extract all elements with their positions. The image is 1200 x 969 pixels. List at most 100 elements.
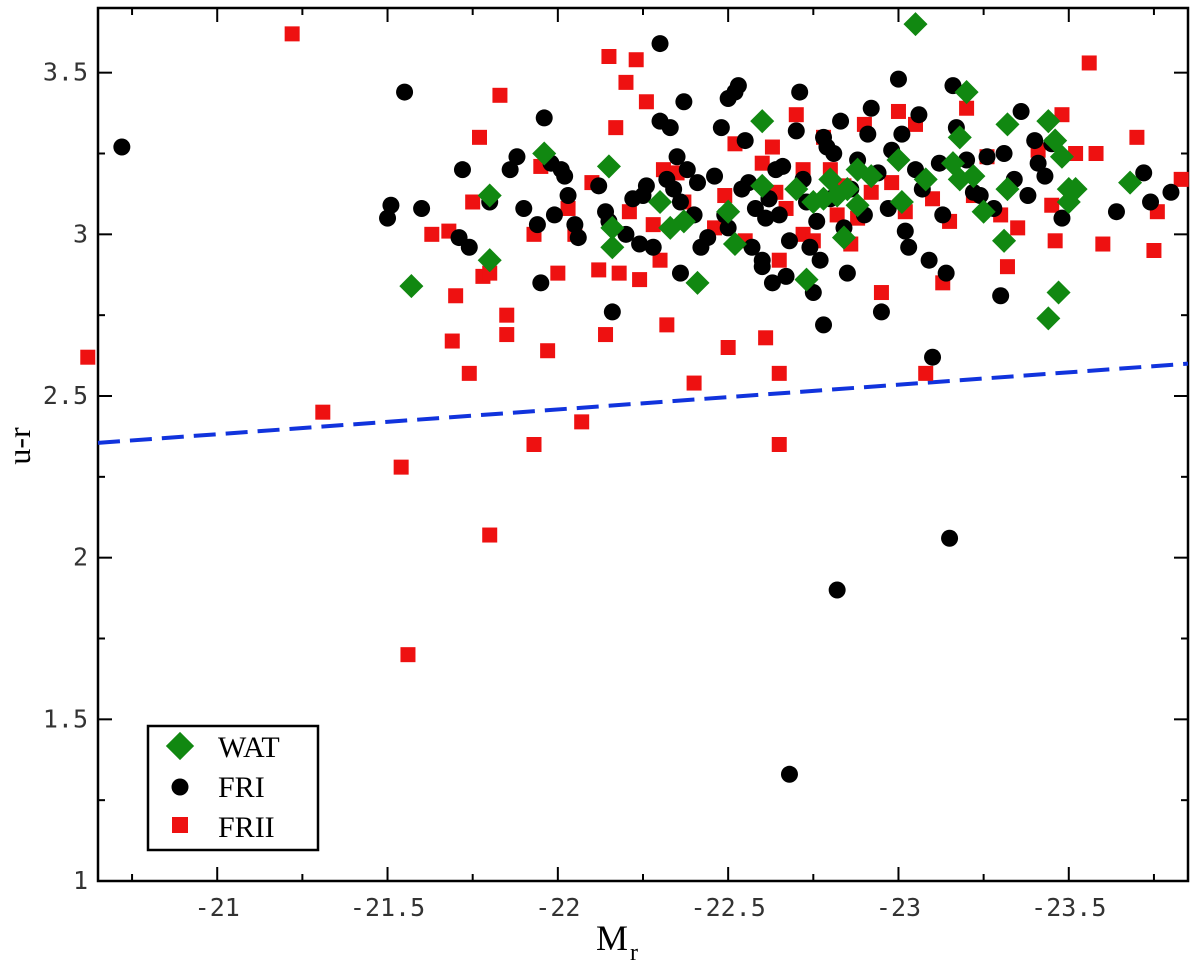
legend-wat-diamond-icon — [165, 731, 195, 761]
fri-point — [801, 238, 819, 256]
fri-point — [753, 258, 771, 276]
frii-point — [659, 317, 675, 333]
fri-point — [712, 119, 730, 137]
frii-point — [771, 365, 787, 381]
fri-point — [791, 83, 809, 101]
fri-point — [780, 765, 798, 783]
wat-point — [750, 109, 775, 134]
fri-point — [382, 196, 400, 214]
fri-point — [1142, 193, 1160, 211]
fri-point — [832, 112, 850, 130]
fri-point — [1026, 132, 1044, 150]
x-tick-label: -22 — [535, 893, 580, 922]
wat-point — [1063, 177, 1088, 202]
frii-point — [764, 139, 780, 155]
fri-point — [396, 83, 414, 101]
fri-point — [910, 106, 928, 124]
x-tick-label: -23.5 — [1031, 893, 1106, 922]
x-axis-title: M — [596, 918, 628, 958]
wat-point — [477, 183, 502, 208]
frii-point — [444, 333, 460, 349]
frii-point — [1047, 233, 1063, 249]
fri-point — [777, 267, 795, 285]
fri-point — [808, 212, 826, 230]
fri-point — [1012, 102, 1030, 120]
frii-point — [598, 327, 614, 343]
fri-point — [787, 122, 805, 140]
frii-point — [560, 200, 576, 216]
frii-point — [315, 404, 331, 420]
frii-point — [884, 175, 900, 191]
frii-point — [492, 87, 508, 103]
frii-point — [80, 349, 96, 365]
frii-point — [482, 527, 498, 543]
x-tick-label: -22.5 — [691, 893, 766, 922]
legend-label-wat: WAT — [218, 731, 280, 764]
legend-label-fri: FRI — [218, 771, 265, 804]
frii-point — [608, 120, 624, 136]
frii-point — [550, 265, 566, 281]
fri-point — [729, 77, 747, 95]
fri-point — [774, 157, 792, 175]
fri-point — [818, 138, 836, 156]
legend-label-frii: FRII — [218, 811, 275, 844]
fri-point — [1107, 203, 1125, 221]
fri-point — [893, 125, 911, 143]
frii-point — [465, 194, 481, 210]
fri-point — [900, 238, 918, 256]
wat-point — [1049, 144, 1074, 169]
fri-point — [665, 180, 683, 198]
fri-point — [651, 35, 669, 53]
frii-point — [1088, 146, 1104, 161]
fri-point — [559, 187, 577, 205]
frii-point — [482, 265, 498, 281]
fri-point — [566, 216, 584, 234]
wat-point — [1036, 109, 1061, 134]
fri-point — [815, 316, 833, 334]
y-tick-label: 1 — [73, 866, 88, 895]
fri-point — [937, 264, 955, 282]
wat-point — [399, 274, 424, 299]
frii-point — [601, 49, 617, 64]
frii-point — [720, 340, 736, 355]
frii-point — [448, 288, 464, 304]
y-tick-label: 3.5 — [43, 58, 88, 87]
fri-point — [859, 125, 877, 143]
fri-point — [637, 177, 655, 195]
fri-point — [644, 238, 662, 256]
frii-point — [1146, 243, 1162, 258]
frii-point — [499, 327, 515, 343]
frii-point — [758, 330, 774, 346]
fri-point — [757, 209, 775, 227]
legend-item-frii: FRII — [172, 811, 275, 844]
legend-item-wat: WAT — [165, 731, 280, 764]
legend-item-fri: FRI — [171, 771, 265, 804]
frii-point — [1095, 236, 1111, 252]
frii-point — [472, 129, 487, 145]
frii-point — [873, 285, 889, 301]
fri-point — [770, 206, 788, 224]
legend-frii-square-icon — [172, 817, 188, 833]
fri-point — [896, 222, 914, 240]
frii-point — [461, 365, 477, 381]
fri-point — [811, 251, 829, 269]
frii-point — [540, 343, 556, 359]
fri-point — [780, 232, 798, 250]
fri-point — [532, 274, 550, 292]
frii-point — [499, 307, 515, 323]
fri-point — [941, 529, 959, 547]
wat-point — [1036, 306, 1061, 331]
fri-point — [515, 199, 533, 217]
frii-point — [918, 365, 934, 381]
frii-point — [591, 262, 607, 278]
frii-point — [400, 647, 416, 663]
frii-point — [526, 437, 542, 452]
frii-point — [632, 272, 648, 288]
fri-point — [743, 238, 761, 256]
frii-point — [618, 74, 634, 90]
frii-point — [638, 94, 654, 110]
frii-point — [829, 207, 845, 223]
fri-point — [413, 199, 431, 217]
legend-fri-circle-icon — [171, 778, 189, 796]
